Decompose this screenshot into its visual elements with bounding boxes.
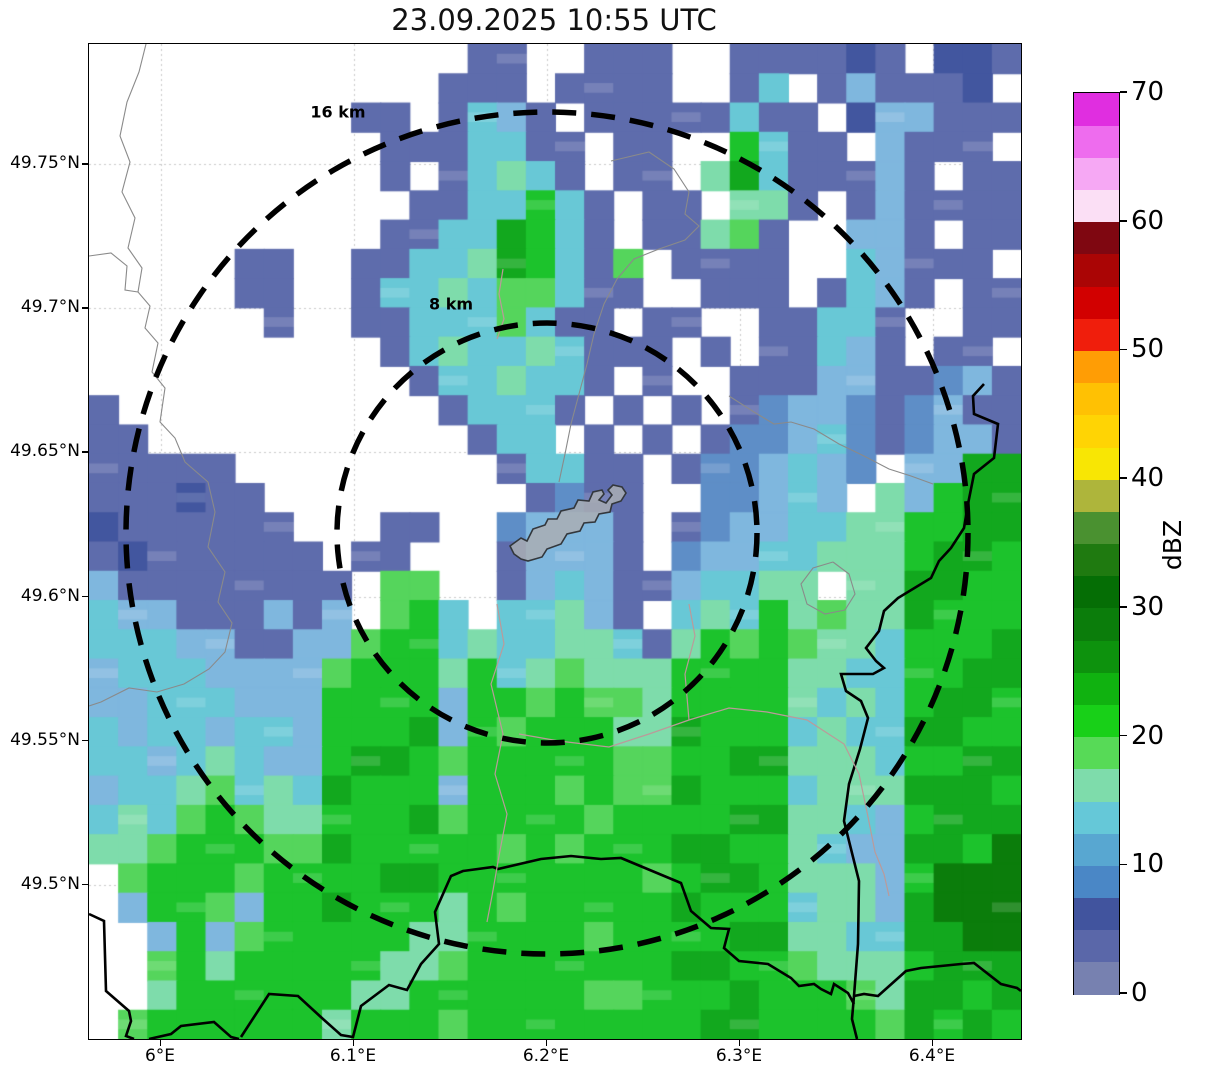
admin-loop-path: [800, 561, 856, 615]
colorbar-tick-label: 20: [1131, 720, 1165, 751]
lon-tick-label: 6.2°E: [522, 1046, 570, 1066]
colorbar-segment: [1074, 125, 1119, 158]
page-title: 23.09.2025 10:55 UTC: [391, 3, 717, 37]
colorbar-segment: [1074, 897, 1119, 931]
border-east-branch-path: [853, 961, 1021, 998]
lat-tick-label: 49.5°N: [20, 873, 80, 894]
colorbar-segment: [1074, 286, 1119, 319]
lat-tick-mark: [82, 163, 88, 165]
colorbar-tick-label: 50: [1131, 334, 1165, 365]
road-path-1: [486, 603, 508, 923]
colorbar-tick-label: 10: [1131, 849, 1165, 880]
colorbar-tick-mark: [1120, 477, 1127, 479]
colorbar-tick-mark: [1120, 348, 1127, 351]
colorbar-segment: [1074, 768, 1119, 802]
colorbar-segment: [1074, 350, 1119, 384]
river-branch-path: [89, 252, 139, 293]
lon-tick-mark: [931, 1040, 934, 1046]
lat-tick-mark: [82, 739, 88, 742]
lon-tick-label: 6.1°E: [329, 1046, 377, 1066]
range-ring-16km: [123, 109, 971, 957]
colorbar-segment: [1074, 382, 1119, 416]
radar-map: 16 km 8 km: [88, 43, 1022, 1040]
lat-tick-label: 49.75°N: [10, 153, 80, 174]
colorbar-segment: [1074, 736, 1119, 770]
colorbar-tick-mark: [1120, 992, 1127, 994]
colorbar-segment: [1074, 157, 1119, 191]
colorbar-segment: [1074, 704, 1119, 738]
road-path-2: [518, 707, 890, 897]
lat-tick-label: 49.7°N: [20, 297, 80, 318]
colorbar-segment: [1074, 414, 1119, 448]
colorbar-axis-label: dBZ: [1157, 519, 1187, 571]
moselle-border-path: [839, 383, 1000, 1039]
lon-tick-mark: [159, 1040, 162, 1046]
lat-tick-mark: [82, 307, 88, 309]
lon-tick-label: 6°E: [144, 1046, 176, 1066]
lon-tick-label: 6.3°E: [715, 1046, 763, 1066]
colorbar-tick-label: 60: [1131, 205, 1165, 236]
lon-tick-label: 6.4°E: [908, 1046, 956, 1066]
colorbar-segment: [1074, 575, 1119, 609]
south-border-corner-path: [89, 912, 135, 1039]
lat-tick-label: 49.65°N: [10, 441, 80, 462]
colorbar-segment: [1074, 865, 1119, 899]
colorbar-segment: [1074, 511, 1119, 545]
colorbar-tick-mark: [1120, 606, 1127, 608]
south-border-path: [239, 854, 856, 1039]
lat-tick-label: 49.6°N: [20, 585, 80, 606]
colorbar-segment: [1074, 189, 1119, 223]
colorbar-segment: [1074, 221, 1119, 255]
colorbar-segment: [1074, 640, 1119, 673]
airport-polygon: [508, 484, 627, 562]
colorbar-tick-mark: [1120, 219, 1127, 222]
colorbar-tick-label: 30: [1131, 591, 1165, 622]
colorbar-segment: [1074, 479, 1119, 512]
colorbar-segment: [1074, 672, 1119, 705]
colorbar-segment: [1074, 929, 1119, 963]
colorbar-tick-label: 0: [1131, 978, 1148, 1008]
lon-tick-mark: [545, 1040, 548, 1046]
road-path-3: [684, 603, 696, 721]
lat-tick-mark: [82, 451, 88, 453]
colorbar: [1073, 92, 1120, 995]
ring-label-16km: 16 km: [310, 102, 366, 122]
colorbar-segment: [1074, 543, 1119, 577]
colorbar-segment: [1074, 961, 1119, 995]
river-path: [89, 44, 233, 707]
lon-tick-mark: [352, 1040, 355, 1046]
colorbar-tick-label: 40: [1131, 463, 1165, 494]
colorbar-segment: [1074, 833, 1119, 866]
map-overlay-svg: [89, 44, 1021, 1039]
colorbar-segment: [1074, 607, 1119, 641]
colorbar-tick-mark: [1120, 734, 1127, 737]
colorbar-segment: [1074, 253, 1119, 287]
lon-tick-mark: [738, 1040, 741, 1046]
colorbar-segment: [1074, 93, 1119, 126]
range-ring-8km: [334, 320, 760, 746]
admin-boundary-east-path: [728, 395, 934, 485]
colorbar-tick-mark: [1120, 91, 1127, 93]
lat-tick-mark: [82, 595, 88, 598]
colorbar-tick-mark: [1120, 863, 1127, 866]
lat-tick-mark: [82, 883, 88, 886]
colorbar-segment: [1074, 446, 1119, 480]
colorbar-tick-label: 70: [1131, 77, 1165, 107]
ring-label-8km: 8 km: [428, 294, 474, 314]
colorbar-segment: [1074, 800, 1119, 834]
admin-boundary-path: [558, 151, 700, 483]
lat-tick-label: 49.55°N: [10, 729, 80, 750]
colorbar-segment: [1074, 318, 1119, 352]
south-border-notch-path: [148, 1020, 240, 1039]
